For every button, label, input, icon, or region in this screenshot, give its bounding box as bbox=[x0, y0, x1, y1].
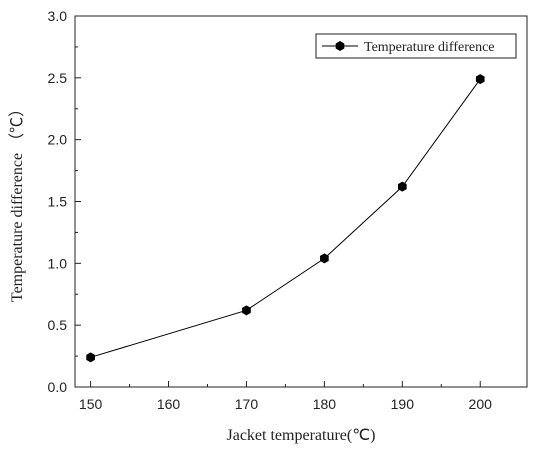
plot-border bbox=[74, 15, 528, 388]
y-tick-label: 0.0 bbox=[48, 379, 68, 395]
y-tick-label: 2.0 bbox=[48, 132, 68, 148]
legend-marker-hexagon-icon bbox=[335, 41, 345, 51]
y-tick-label: 3.0 bbox=[48, 8, 68, 24]
x-axis-title: Jacket temperature(℃) bbox=[227, 427, 376, 444]
y-tick-label: 1.5 bbox=[48, 194, 68, 210]
data-point bbox=[397, 181, 407, 192]
legend-entry: Temperature difference bbox=[364, 40, 495, 55]
x-tick-label: 170 bbox=[235, 396, 259, 412]
x-axis: 150 160 170 180 190 200 bbox=[79, 381, 492, 412]
plot-area bbox=[74, 15, 528, 388]
y-tick-label: 2.5 bbox=[48, 70, 68, 86]
x-tick-label: 150 bbox=[79, 396, 103, 412]
y-axis: 0.0 0.5 1.0 1.5 2.0 2.5 3.0 bbox=[48, 8, 81, 395]
x-tick-label: 160 bbox=[157, 396, 181, 412]
y-tick-label: 0.5 bbox=[48, 317, 68, 333]
data-point bbox=[320, 253, 329, 264]
series-layer bbox=[86, 74, 485, 363]
minor-ticks bbox=[75, 46, 442, 387]
data-point bbox=[86, 352, 95, 363]
y-axis-title: Temperature difference （℃） bbox=[8, 101, 26, 302]
x-tick-label: 180 bbox=[313, 396, 337, 412]
x-tick-label: 200 bbox=[469, 396, 493, 412]
y-tick-label: 1.0 bbox=[48, 255, 68, 271]
series-line bbox=[90, 78, 481, 358]
x-tick-label: 190 bbox=[391, 396, 415, 412]
legend: Temperature difference bbox=[315, 33, 517, 59]
data-point bbox=[475, 74, 485, 85]
data-point bbox=[242, 305, 251, 316]
